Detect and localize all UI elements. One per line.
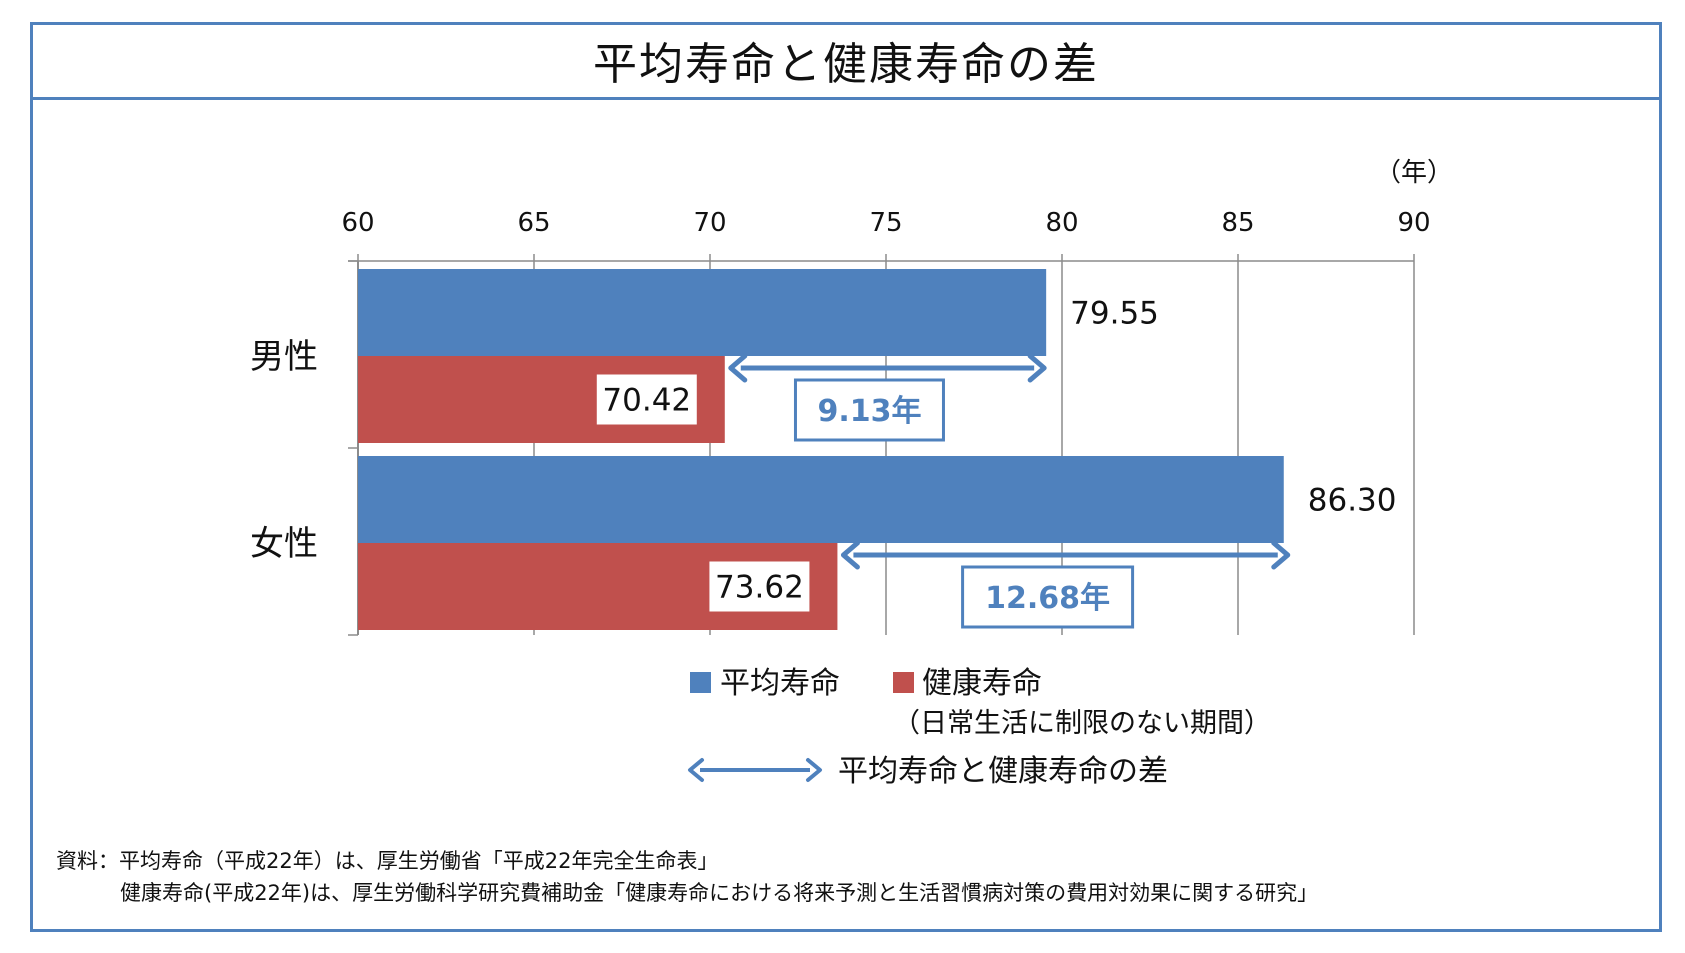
tick-label-60: 60 xyxy=(341,208,374,238)
source-line-2: 健康寿命(平成22年)は、厚生労働科学研究費補助金「健康寿命における将来予測と生… xyxy=(120,881,1319,905)
legend-arrow-head-left xyxy=(688,758,704,782)
chart-title: 平均寿命と健康寿命の差 xyxy=(593,38,1099,90)
legend-note: （日常生活に制限のない期間） xyxy=(893,708,1271,739)
chart-frame xyxy=(30,22,1662,932)
data-label-average-1: 86.30 xyxy=(1308,483,1397,519)
tick-label-70: 70 xyxy=(693,208,726,238)
data-label-box-healthy-0 xyxy=(596,374,697,425)
gap-arrow-0-head-right xyxy=(1027,353,1047,383)
source-line-1: 資料：平均寿命（平成22年）は、厚生労働省「平成22年完全生命表」 xyxy=(56,849,719,873)
tick-label-85: 85 xyxy=(1221,208,1254,238)
gap-label-box-1 xyxy=(961,565,1135,629)
title-bar: 平均寿命と健康寿命の差 xyxy=(30,22,1662,100)
legend-arrow-label: 平均寿命と健康寿命の差 xyxy=(838,754,1168,789)
bar-average-1 xyxy=(358,456,1284,543)
source-note: 資料：平均寿命（平成22年）は、厚生労働省「平成22年完全生命表」 健康寿命(平… xyxy=(56,845,1318,909)
data-label-average-0: 79.55 xyxy=(1070,296,1159,332)
gap-arrow-1-head-right xyxy=(1271,540,1291,570)
legend-arrow-head-right xyxy=(806,758,822,782)
tick-label-65: 65 xyxy=(517,208,550,238)
data-label-healthy-0: 70.42 xyxy=(602,383,691,419)
legend-label-average: 平均寿命 xyxy=(720,666,840,701)
bar-average-0 xyxy=(358,269,1047,356)
gap-arrow-1-head-left xyxy=(840,540,860,570)
legend-swatch-healthy xyxy=(893,672,914,693)
legend-swatch-average xyxy=(690,672,711,693)
category-label-0: 男性 xyxy=(250,337,318,377)
gap-label-box-0 xyxy=(793,378,945,442)
data-label-healthy-1: 73.62 xyxy=(715,570,804,606)
legend-label-healthy: 健康寿命 xyxy=(922,666,1042,701)
gap-arrow-0-head-left xyxy=(728,353,748,383)
tick-label-75: 75 xyxy=(869,208,902,238)
category-label-1: 女性 xyxy=(250,524,318,564)
gap-label-0: 9.13年 xyxy=(817,394,921,429)
tick-label-90: 90 xyxy=(1397,208,1430,238)
tick-label-80: 80 xyxy=(1045,208,1078,238)
unit-label: （年） xyxy=(1375,158,1453,188)
data-label-box-healthy-1 xyxy=(709,561,810,612)
gap-label-1: 12.68年 xyxy=(985,581,1110,616)
